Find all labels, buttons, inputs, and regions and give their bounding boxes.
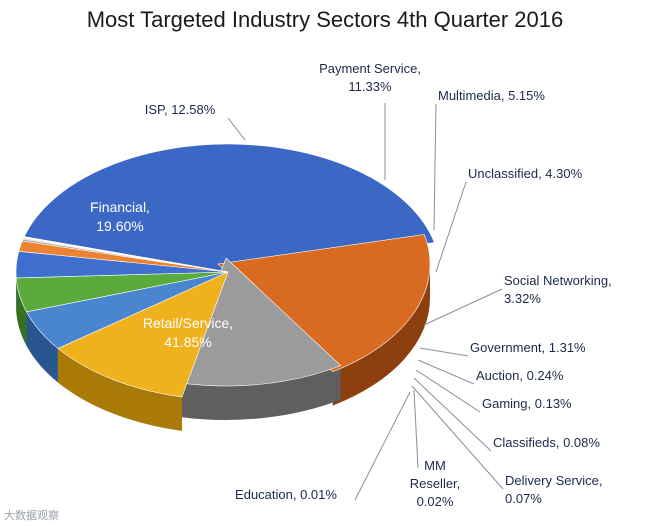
label-retail-service: Retail/Service, 41.85% [143, 315, 233, 350]
leader-education [354, 391, 411, 501]
pie-side-unclassified [16, 277, 27, 346]
label-delivery-service-line: 0.07% [505, 491, 542, 506]
label-delivery-service: Delivery Service, 0.07% [505, 473, 603, 506]
leader-isp [227, 117, 246, 141]
leader-mm-reseller [413, 389, 419, 469]
label-social-networking-line: Social Networking, [504, 273, 612, 288]
label-mm-reseller-line: MM [424, 458, 446, 473]
label-classifieds: Classifieds, 0.08% [493, 435, 600, 450]
pie-slice-retail-service [23, 143, 435, 273]
leader-social-networking [423, 288, 503, 326]
label-auction-line: Auction, 0.24% [476, 368, 564, 383]
pie-side-payment-service [57, 348, 182, 431]
label-payment-service: Payment Service, 11.33% [319, 61, 421, 94]
label-multimedia-line: Multimedia, 5.15% [438, 88, 545, 103]
pie-side-isp [179, 365, 341, 420]
label-education-line: Education, 0.01% [235, 487, 337, 502]
pie-side-financial [332, 264, 430, 406]
label-mm-reseller-line: Reseller, [410, 476, 461, 491]
pie-slice-payment-service [57, 271, 229, 398]
leader-unclassified [435, 181, 467, 273]
pie-slice-financial [217, 234, 431, 372]
watermark: 大数据观察 [4, 508, 59, 522]
label-education: Education, 0.01% [235, 487, 337, 502]
label-financial: Financial, 19.60% [90, 199, 150, 234]
label-classifieds-line: Classifieds, 0.08% [493, 435, 600, 450]
label-multimedia: Multimedia, 5.15% [438, 88, 545, 103]
leader-delivery-service [411, 385, 504, 490]
label-social-networking: Social Networking, 3.32% [504, 273, 612, 306]
leader-government [419, 347, 469, 357]
leader-multimedia [433, 103, 437, 231]
label-auction: Auction, 0.24% [476, 368, 564, 383]
label-gaming-line: Gaming, 0.13% [482, 396, 572, 411]
label-mm-reseller: MM Reseller, 0.02% [410, 458, 461, 509]
leader-auction [417, 359, 475, 385]
label-financial-value: 19.60% [96, 218, 143, 234]
label-mm-reseller-line: 0.02% [417, 494, 454, 509]
label-retail-service-value: 41.85% [164, 334, 211, 350]
leader-gaming [415, 369, 481, 413]
label-gaming: Gaming, 0.13% [482, 396, 572, 411]
chart-title: Most Targeted Industry Sectors 4th Quart… [87, 7, 564, 32]
label-financial-name: Financial, [90, 199, 150, 215]
label-government: Government, 1.31% [470, 340, 586, 355]
label-payment-service-line: Payment Service, [319, 61, 421, 76]
label-unclassified: Unclassified, 4.30% [468, 166, 583, 181]
label-unclassified-line: Unclassified, 4.30% [468, 166, 583, 181]
label-payment-service-line: 11.33% [348, 79, 392, 94]
leader-classifieds [413, 377, 492, 452]
label-government-line: Government, 1.31% [470, 340, 586, 355]
pie-side-multimedia [26, 311, 58, 383]
label-delivery-service-line: Delivery Service, [505, 473, 603, 488]
label-isp-line: ISP, 12.58% [145, 102, 216, 117]
pie-slice-education [23, 236, 229, 273]
label-social-networking-line: 3.32% [504, 291, 541, 306]
label-retail-service-name: Retail/Service, [143, 315, 233, 331]
label-isp: ISP, 12.58% [145, 102, 216, 117]
